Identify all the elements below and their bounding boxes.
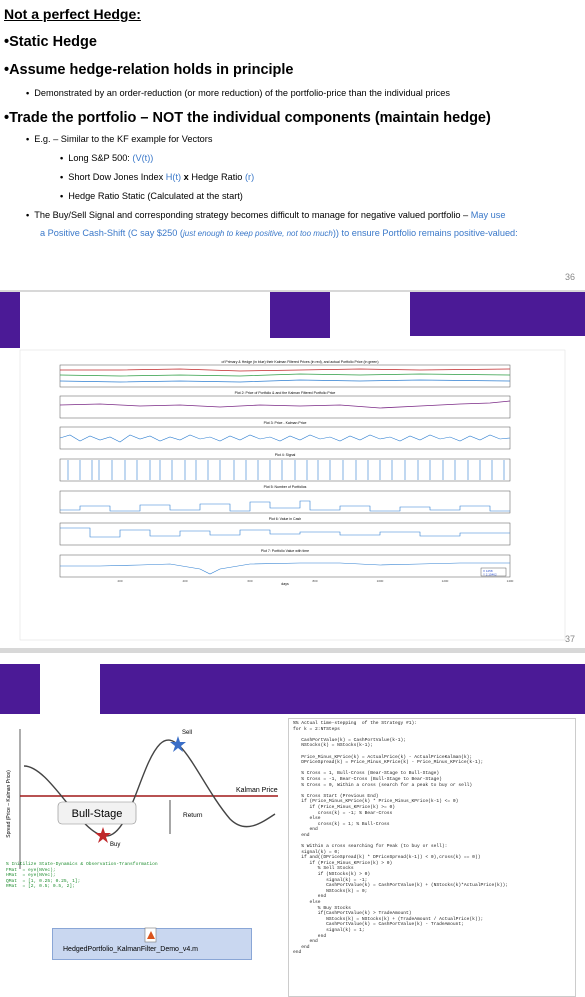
plot4-signal-bars xyxy=(67,460,505,480)
tick-200: 200 xyxy=(117,579,122,583)
bull-stage-box xyxy=(57,801,137,825)
plot6-title: Plot 6: Value in Cash xyxy=(269,517,301,521)
slide-37: of Primary & Hedge (in blue) their Kalma… xyxy=(0,292,585,647)
purple-bar-left xyxy=(0,292,20,348)
slide-38: Spread (Price – Kalman Price) Kalman Pri… xyxy=(0,654,585,997)
bullet-static-text: Static Hedge xyxy=(9,34,97,50)
file-label: HedgedPortfolio_KalmanFilter_Demo_v4.m xyxy=(63,946,199,953)
purple-bar-mid xyxy=(270,292,330,338)
bullet-assume: •Assume hedge-relation holds in principl… xyxy=(4,62,294,78)
sell-star-icon xyxy=(170,736,186,752)
buysell-text: The Buy/Sell Signal and corresponding st… xyxy=(34,210,471,220)
plot6-axes xyxy=(59,522,511,546)
x-tick-labels: 200 400 600 800 1000 1200 1400 xyxy=(117,579,513,583)
plot1-axes xyxy=(59,364,511,388)
plot2-portfolio-line xyxy=(59,400,511,409)
plot7-title: Plot 7: Portfolio Value with time xyxy=(261,549,309,553)
sub-buysell: • The Buy/Sell Signal and corresponding s… xyxy=(26,210,506,220)
buysell-blue2: a Positive Cash-Shift (C say $250 ( xyxy=(40,228,183,238)
plot1-red-line xyxy=(60,368,511,372)
bullet-assume-text: Assume hedge-relation holds in principle xyxy=(9,62,294,78)
plot1-green-line xyxy=(59,373,511,377)
short-dow-text: Short Dow Jones Index xyxy=(68,172,166,182)
bullet-trade-text: Trade the portfolio – NOT the individual… xyxy=(9,110,491,126)
slide-36: Not a perfect Hedge: •Static Hedge •Assu… xyxy=(0,0,585,290)
long-sp-var: (V(t)) xyxy=(132,153,154,163)
figure-background xyxy=(19,349,566,641)
short-dow-var: H(t) xyxy=(165,172,182,182)
datatip-box xyxy=(480,567,507,577)
slide-divider xyxy=(0,290,585,292)
short-ratio-text: Hedge Ratio xyxy=(191,172,245,182)
plot2-axes xyxy=(59,395,511,419)
purple-bar-left xyxy=(0,664,40,714)
plot3-title: Plot 3: Price - Kalman Price xyxy=(264,421,307,425)
tick-800: 800 xyxy=(312,579,317,583)
sub-demo: • Demonstrated by an order-reduction (or … xyxy=(26,88,450,98)
datatip-x: X 1258 xyxy=(483,569,493,573)
return-label: Return xyxy=(183,812,203,819)
buysell-blue1: May use xyxy=(470,210,506,220)
sub-demo-text: Demonstrated by an order-reduction (or m… xyxy=(34,88,450,98)
long-sp-text: Long S&P 500: xyxy=(68,153,133,163)
bullet-static-hedge: •Static Hedge xyxy=(4,34,97,50)
sell-label: Sell xyxy=(182,730,192,736)
plot1-blue-line xyxy=(59,379,511,383)
init-code: % Initilize State-Dynamics & Observation… xyxy=(6,862,158,890)
plot3-diff-line xyxy=(59,434,511,443)
tick-1200: 1200 xyxy=(442,579,449,583)
matlab-file-icon xyxy=(144,927,157,943)
sub-short-dow: • Short Dow Jones Index H(t) x Hedge Rati… xyxy=(60,172,255,182)
plot5-axes xyxy=(59,490,511,514)
purple-bar-right xyxy=(100,664,585,714)
buy-label: Buy xyxy=(110,842,120,848)
plot6-line xyxy=(60,527,510,538)
matlab-figure: of Primary & Hedge (in blue) their Kalma… xyxy=(19,349,566,641)
sub-hedge-static: • Hedge Ratio Static (Calculated at the s… xyxy=(60,191,243,201)
purple-bar-right xyxy=(410,292,585,336)
plot1-title: of Primary & Hedge (in blue) their Kalma… xyxy=(222,360,379,364)
x-axis-label: days xyxy=(281,582,289,586)
buysell-blue3: )) to ensure Portfolio remains positive-… xyxy=(332,228,518,238)
spread-diagram: Spread (Price – Kalman Price) Kalman Pri… xyxy=(6,729,278,869)
buy-star-icon xyxy=(95,827,111,843)
short-x: x xyxy=(183,172,189,182)
datatip-y: Y 2.15462 xyxy=(483,573,497,577)
slide-divider xyxy=(0,648,585,653)
plot4-title: Plot 4: Signal xyxy=(275,453,296,457)
buysell-italic: just enough to keep positive, not too mu… xyxy=(182,229,333,238)
page-number: 36 xyxy=(564,272,575,282)
code-panel: %% Actual time-stepping of the Strategy … xyxy=(288,718,576,997)
slide-title: Not a perfect Hedge: xyxy=(4,6,141,22)
bullet-trade: •Trade the portfolio – NOT the individua… xyxy=(4,110,491,126)
hedge-static-text: Hedge Ratio Static (Calculated at the st… xyxy=(68,191,243,201)
sub-eg: • E.g. – Similar to the KF example for Ve… xyxy=(26,134,213,144)
sub-long-sp: • Long S&P 500: (V(t)) xyxy=(60,153,154,163)
sub-buysell-line2: a Positive Cash-Shift (C say $250 (just … xyxy=(40,228,518,238)
plot4-axes xyxy=(59,458,511,482)
short-ratio-var: (r) xyxy=(244,172,255,182)
main-code: %% Actual time-stepping of the Strategy … xyxy=(293,721,509,956)
diagram-ylabel: Spread (Price – Kalman Price) xyxy=(6,770,12,838)
plot2-title: Plot 2: Price of Portfolio & and the Kal… xyxy=(235,391,336,395)
bull-stage-label: Bull-Stage xyxy=(72,808,123,820)
tick-600: 600 xyxy=(247,579,252,583)
tick-400: 400 xyxy=(182,579,187,583)
tick-1000: 1000 xyxy=(377,579,384,583)
file-shortcut[interactable]: HedgedPortfolio_KalmanFilter_Demo_v4.m xyxy=(52,927,252,960)
plot5-title: Plot 5: Number of Portfolios xyxy=(264,485,307,489)
tick-1400: 1400 xyxy=(507,579,514,583)
kalman-price-label: Kalman Price xyxy=(236,787,278,794)
plot5-line xyxy=(60,500,510,512)
eg-text: E.g. – Similar to the KF example for Vec… xyxy=(34,134,213,144)
page-number: 37 xyxy=(564,634,575,644)
plot7-line xyxy=(60,562,510,575)
